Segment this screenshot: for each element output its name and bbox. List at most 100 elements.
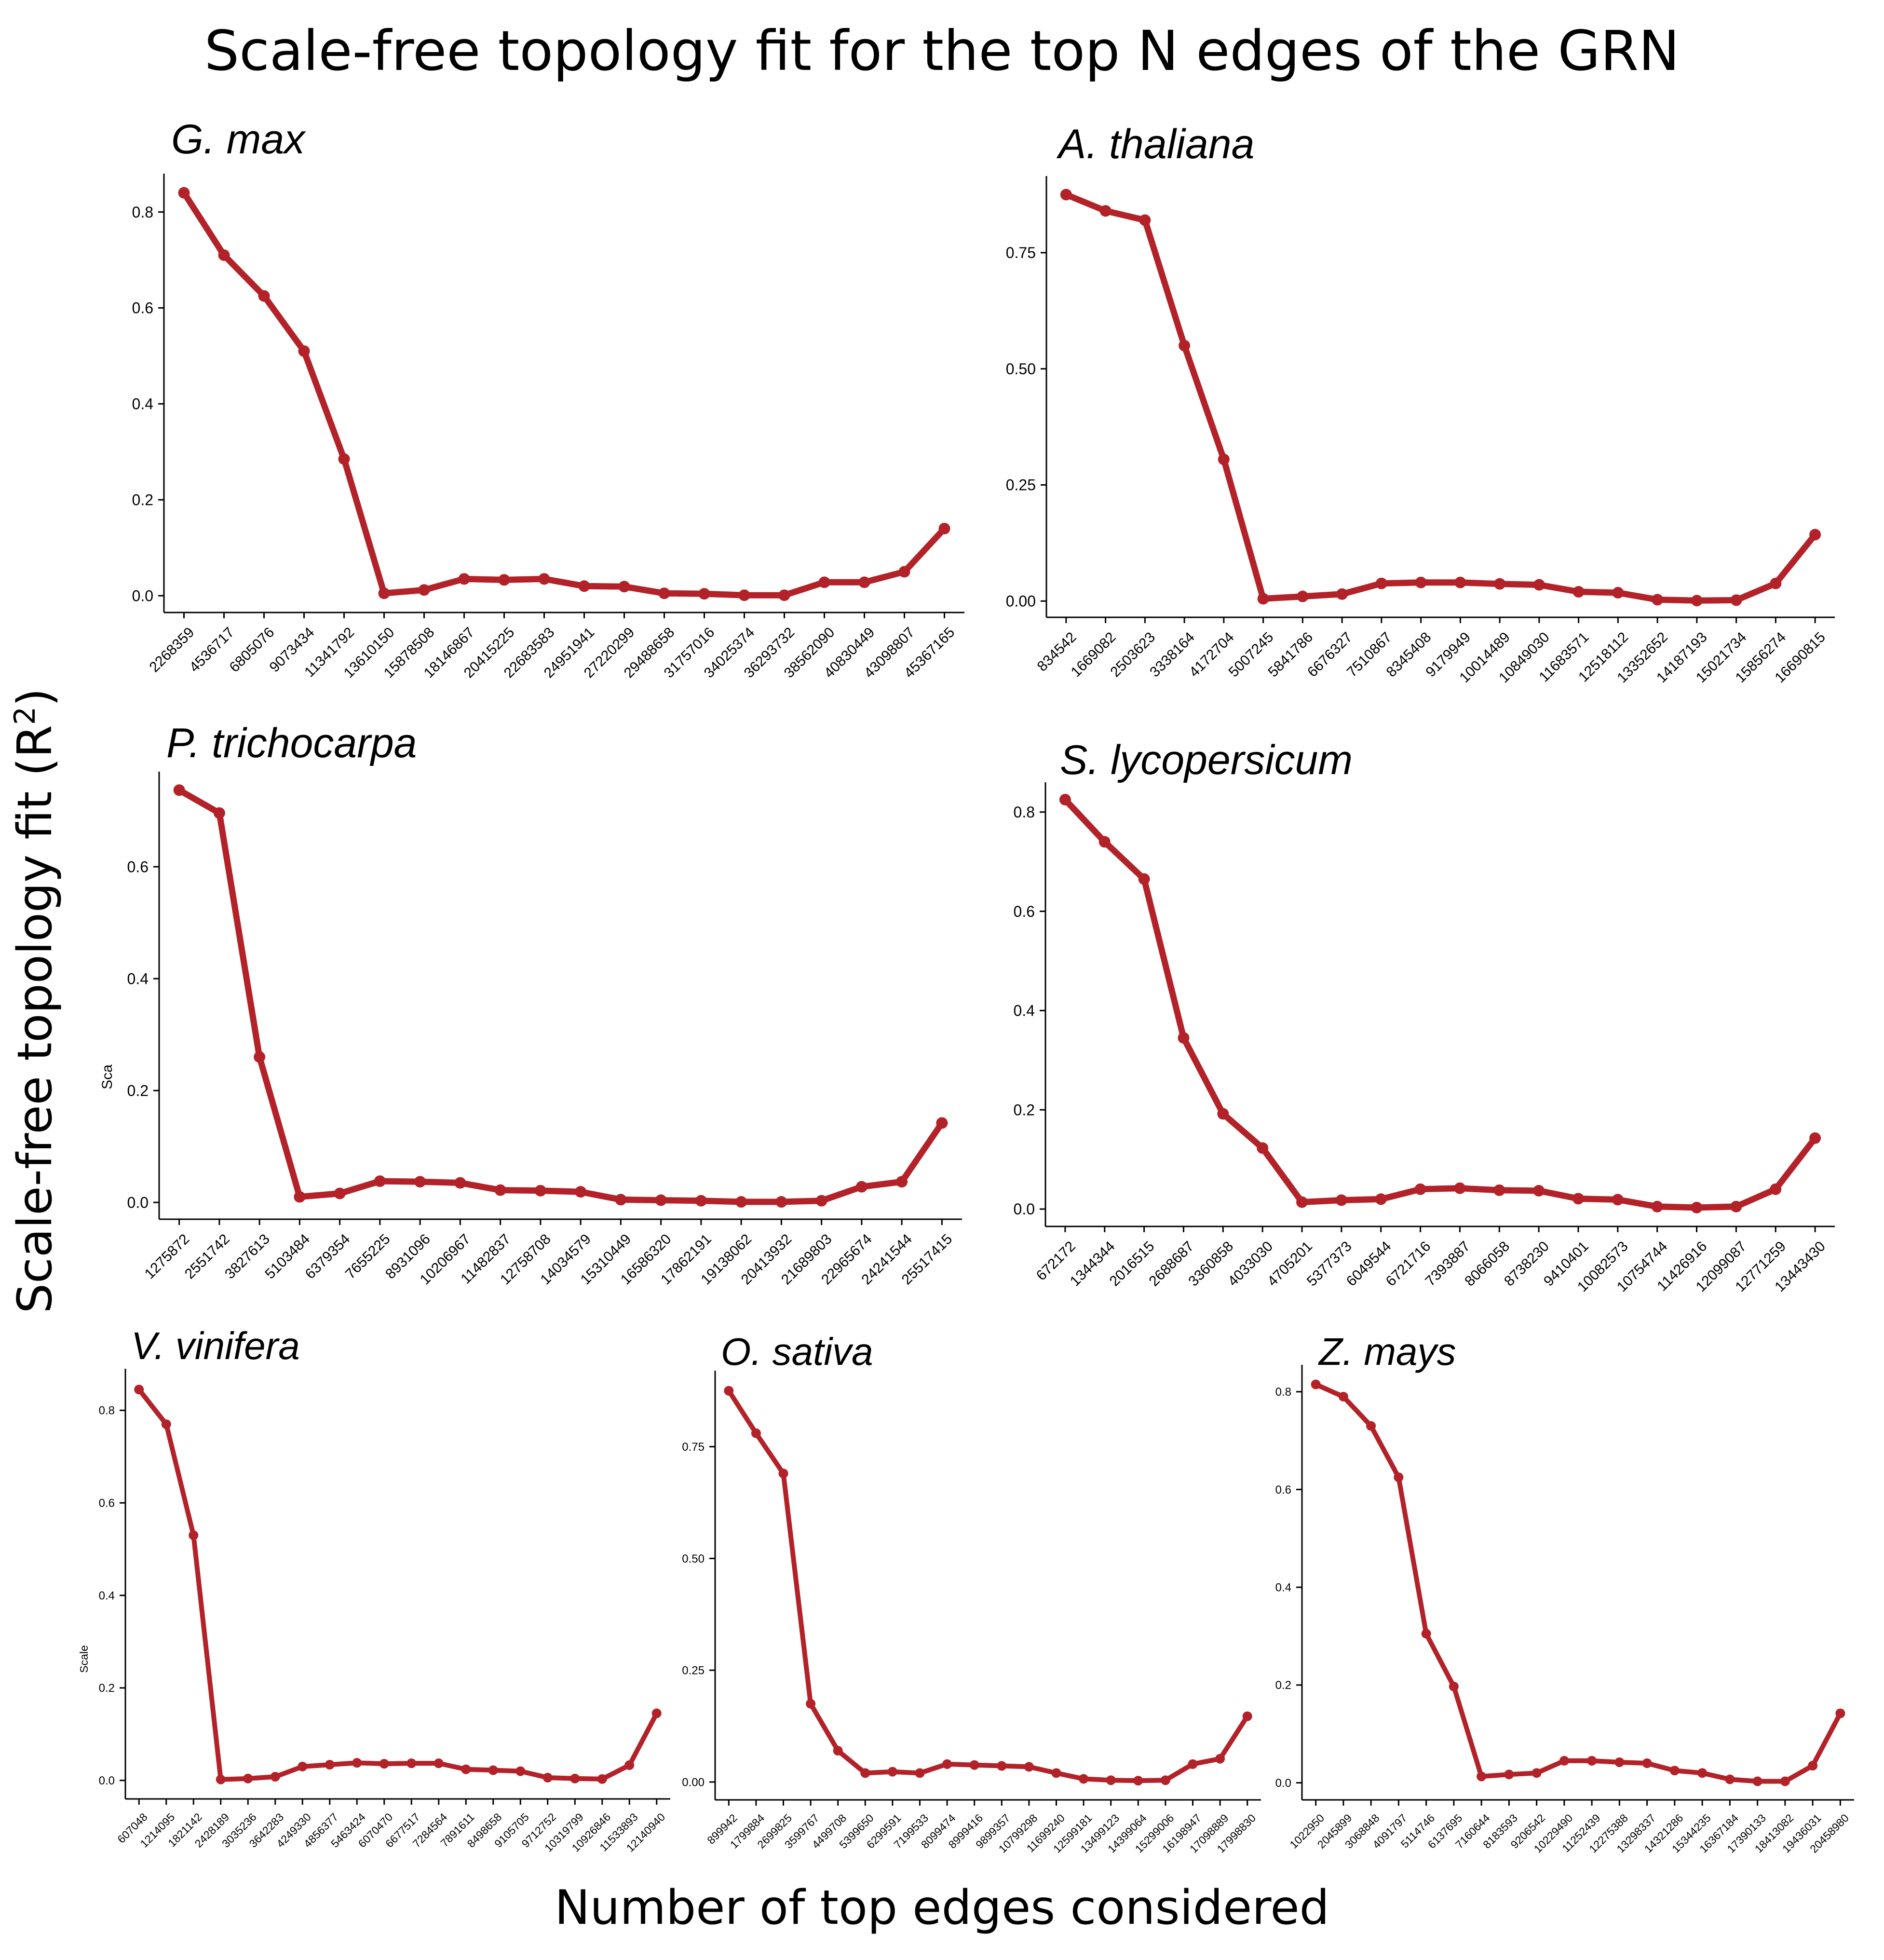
series-line [176, 787, 945, 1205]
data-point [216, 1774, 226, 1784]
data-point [1366, 1421, 1376, 1431]
data-point [1612, 586, 1624, 599]
data-point [414, 1176, 426, 1188]
data-point [1587, 1756, 1597, 1766]
y-tick-label: 0.75 [682, 1441, 705, 1454]
data-point [538, 573, 550, 585]
data-point [1242, 1711, 1252, 1721]
data-point [1297, 590, 1309, 602]
data-point [1642, 1758, 1652, 1768]
data-point [1454, 576, 1466, 588]
data-point [936, 1117, 948, 1129]
data-point [534, 1184, 546, 1197]
data-point [338, 453, 350, 465]
data-point [1780, 1776, 1790, 1786]
data-point [575, 1186, 587, 1198]
y-tick-label: 0.4 [99, 1589, 115, 1602]
data-point [378, 587, 390, 599]
data-point [494, 1184, 506, 1196]
data-point [1494, 578, 1506, 590]
y-tick-label: 0.75 [1006, 244, 1036, 261]
y-tick-label: 0.8 [1014, 803, 1035, 821]
y-tick-label: 0.50 [682, 1552, 705, 1565]
data-point [1178, 1032, 1190, 1044]
data-point [860, 1768, 870, 1778]
data-point [218, 249, 230, 261]
data-point [1835, 1708, 1845, 1718]
data-point [298, 1761, 308, 1771]
series-line [726, 1388, 1250, 1783]
data-point [379, 1759, 389, 1769]
data-point [1414, 1183, 1426, 1195]
y-tick-label: 0.2 [1014, 1101, 1035, 1118]
data-point [615, 1194, 627, 1206]
data-point [458, 573, 470, 585]
data-point [778, 1469, 788, 1479]
data-point [887, 1767, 897, 1777]
data-point [325, 1760, 335, 1770]
data-point [597, 1774, 607, 1784]
data-point [651, 1708, 662, 1718]
data-point [1770, 577, 1782, 589]
panel-title: V. vinifera [131, 1324, 300, 1367]
data-point [258, 290, 270, 302]
y-tick-label: 0.6 [127, 858, 149, 875]
data-point [1808, 1761, 1818, 1771]
panel-title: Z. mays [1318, 1330, 1456, 1373]
data-point [658, 587, 670, 599]
data-point [855, 1181, 867, 1193]
panel-title: A. thaliana [1056, 121, 1254, 167]
data-point [461, 1764, 471, 1774]
data-point [1188, 1759, 1198, 1769]
data-point [1335, 1194, 1347, 1206]
data-point [1415, 576, 1427, 588]
data-point [1133, 1776, 1143, 1786]
data-point [698, 588, 710, 600]
data-point [178, 187, 190, 199]
data-point [454, 1177, 466, 1189]
data-point [1730, 594, 1742, 606]
data-point [1106, 1775, 1116, 1785]
y-tick-label: 0.00 [682, 1776, 705, 1789]
y-tick-label: 0.6 [99, 1497, 115, 1510]
y-tick-label: 0.4 [1014, 1002, 1035, 1020]
data-point [298, 345, 310, 357]
data-point [1504, 1769, 1514, 1780]
y-tick-label: 0.2 [99, 1682, 115, 1695]
y-tick-label: 0.6 [1275, 1484, 1291, 1497]
data-point [1532, 1768, 1542, 1778]
data-point [418, 584, 430, 596]
data-point [724, 1386, 734, 1396]
data-point [1533, 579, 1545, 591]
data-point [1691, 1201, 1703, 1213]
data-point [1669, 1766, 1680, 1776]
figure-title: Scale-free topology fit for the top N ed… [204, 19, 1680, 83]
y-tick-label: 0.6 [132, 299, 153, 317]
panel-s-lycopersicum: S. lycopersicum0.00.20.40.60.86721721344… [1014, 737, 1835, 1295]
data-point [751, 1428, 761, 1438]
data-point [1138, 873, 1150, 885]
data-point [173, 784, 185, 796]
data-point [1099, 205, 1111, 217]
data-point [898, 566, 910, 578]
data-point [1770, 1183, 1782, 1195]
data-point [1809, 1132, 1821, 1144]
data-point [243, 1773, 253, 1783]
stray-axis-label: Sca [99, 1064, 115, 1089]
data-point [1375, 1193, 1387, 1205]
data-point [833, 1746, 843, 1756]
y-tick-label: 0.4 [127, 970, 149, 987]
y-tick-label: 0.2 [132, 491, 153, 508]
data-point [1614, 1757, 1625, 1767]
y-tick-label: 0.8 [99, 1404, 115, 1417]
y-tick-label: 0.50 [1006, 360, 1036, 378]
data-point [806, 1699, 816, 1709]
data-point [488, 1765, 498, 1775]
data-point [1375, 577, 1387, 589]
y-axis-title-superscript: 2 [8, 706, 42, 725]
y-tick-label: 0.0 [132, 587, 153, 604]
data-point [1559, 1756, 1569, 1766]
data-point [1691, 595, 1703, 607]
data-point [134, 1385, 144, 1395]
data-point [407, 1758, 417, 1769]
